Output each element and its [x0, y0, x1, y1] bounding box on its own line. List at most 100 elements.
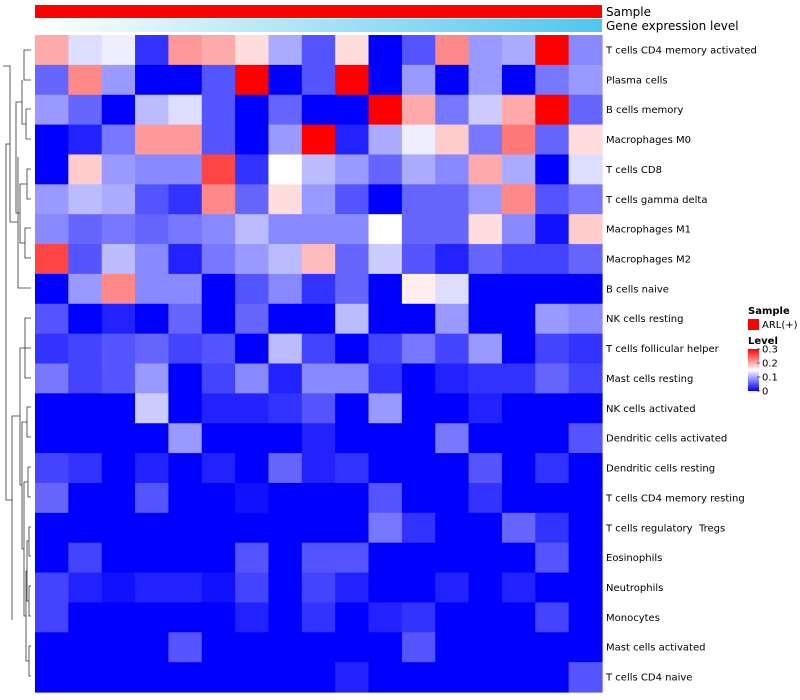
heatmap-cell [435, 303, 470, 335]
heatmap-cell [435, 572, 470, 604]
heatmap-cell [268, 482, 303, 514]
heatmap-cell [468, 303, 503, 335]
heatmap-cell [501, 453, 536, 484]
heatmap-cell [401, 214, 436, 245]
heatmap-cell [68, 453, 103, 484]
heatmap-cell [501, 124, 536, 156]
heatmap-cell [401, 423, 436, 454]
heatmap-cell [168, 393, 203, 424]
heatmap-cell [368, 662, 403, 693]
heatmap-cell [268, 124, 303, 156]
heatmap-cell [401, 363, 436, 394]
heatmap-cell [235, 303, 270, 335]
heatmap-cell [235, 64, 270, 96]
heatmap-cell [68, 393, 103, 424]
heatmap-cell [135, 244, 170, 275]
heatmap-cell [268, 662, 303, 693]
heatmap-cell [268, 64, 303, 96]
heatmap-cell [168, 244, 203, 275]
heatmap-cell [168, 273, 203, 305]
heatmap-cell [468, 35, 503, 66]
heatmap-cell [401, 154, 436, 185]
heatmap-cell [535, 124, 570, 156]
heatmap-cell [501, 542, 536, 574]
heatmap-cell [301, 303, 336, 335]
heatmap-cell [468, 363, 503, 394]
dendrogram-branch [26, 406, 31, 438]
heatmap-cell [468, 333, 503, 365]
heatmap-cell [101, 184, 136, 215]
row-label: NK cells resting [606, 314, 683, 325]
heatmap-cell [568, 393, 603, 424]
heatmap-cell [401, 662, 436, 693]
heatmap-cell [535, 64, 570, 96]
heatmap-cell [168, 363, 203, 394]
row-label: Mast cells activated [606, 643, 705, 654]
heatmap-cell [435, 94, 470, 126]
heatmap-cell [101, 35, 136, 66]
heatmap-cell [301, 423, 336, 454]
heatmap-cell [501, 662, 536, 693]
row-label: T cells CD4 memory activated [605, 45, 757, 56]
row-label: Macrophages M2 [606, 254, 691, 265]
heatmap-cell [235, 273, 270, 305]
row-label: Neutrophils [606, 583, 663, 594]
heatmap-cell [268, 602, 303, 633]
heatmap-cell [535, 303, 570, 335]
heatmap-cell [101, 453, 136, 484]
heatmap-cell [235, 662, 270, 693]
heatmap-cell [301, 453, 336, 484]
heatmap-cell [435, 35, 470, 66]
heatmap-cell [35, 453, 69, 484]
heatmap-cell [435, 393, 470, 424]
heatmap-cell [235, 482, 270, 514]
heatmap-cell [201, 512, 236, 544]
heatmap-cell [501, 273, 536, 305]
row-label: Plasma cells [606, 75, 668, 86]
heatmap-cell [501, 94, 536, 126]
heatmap-cell [335, 35, 370, 66]
heatmap-cell [201, 333, 236, 365]
heatmap-cell [335, 154, 370, 185]
heatmap-cell [201, 273, 236, 305]
dendrogram-branch [28, 526, 31, 557]
heatmap-cell [568, 273, 603, 305]
heatmap-cell [101, 602, 136, 633]
heatmap-cell [135, 632, 170, 663]
heatmap-cell [268, 333, 303, 365]
heatmap-cell [501, 64, 536, 96]
heatmap-cell [35, 363, 69, 394]
heatmap-cell [535, 273, 570, 305]
heatmap-cell [68, 184, 103, 215]
heatmap-cell [235, 333, 270, 365]
dendrogram-branch [25, 570, 29, 662]
heatmap-cell [235, 124, 270, 156]
heatmap-cell [535, 453, 570, 484]
heatmap-cell [301, 184, 336, 215]
heatmap-cell [468, 273, 503, 305]
heatmap-cell [135, 273, 170, 305]
heatmap-cell [468, 244, 503, 275]
heatmap-cell [568, 64, 603, 96]
heatmap-cell [501, 184, 536, 215]
heatmap-cell [201, 423, 236, 454]
heatmap-cell [401, 572, 436, 604]
heatmap-cell [68, 423, 103, 454]
heatmap-cell [135, 124, 170, 156]
heatmap-cell [368, 423, 403, 454]
heatmap-cell [35, 214, 69, 245]
heatmap-cell [535, 602, 570, 633]
heatmap-cell [268, 393, 303, 424]
heatmap-cell [335, 273, 370, 305]
dendrogram-branch [21, 421, 27, 550]
heatmap-cell [35, 333, 69, 365]
heatmap-cell [135, 482, 170, 514]
heatmap-cell [135, 363, 170, 394]
heatmap-cell [535, 363, 570, 394]
heatmap-cell [368, 542, 403, 574]
row-label: Monocytes [606, 613, 660, 624]
heatmap-cell [201, 94, 236, 126]
heatmap-cell [201, 393, 236, 424]
legend: Sample ARL(+) Level 0.3 0.2 0.1 0 [748, 306, 798, 398]
heatmap-cell [501, 423, 536, 454]
